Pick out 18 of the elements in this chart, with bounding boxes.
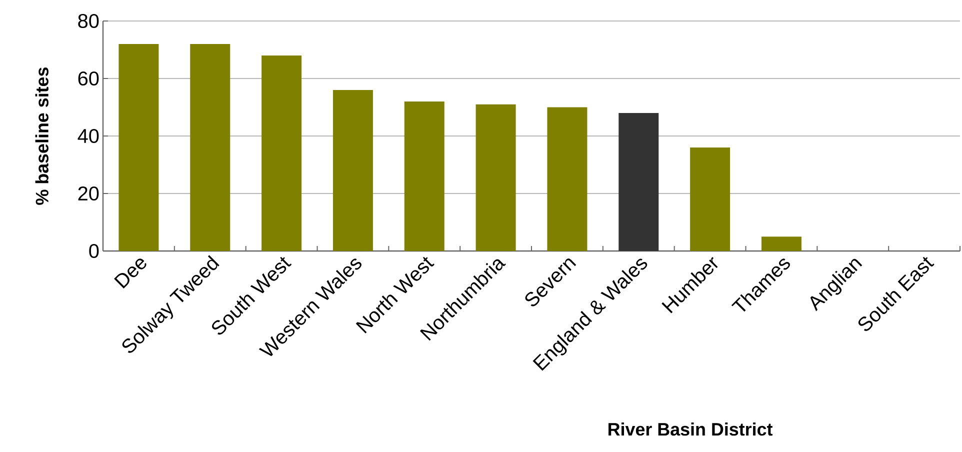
y-tick-label: 80 <box>78 14 99 28</box>
bar <box>690 148 730 251</box>
x-tick-label: Dee <box>114 258 146 288</box>
y-tick-label: 20 <box>78 186 99 201</box>
bar <box>262 56 302 251</box>
bar <box>118 44 159 251</box>
bar <box>761 236 802 251</box>
y-axis-title: % baseline sites <box>35 67 48 205</box>
bar <box>547 107 588 251</box>
bar <box>404 102 444 251</box>
bar <box>618 113 659 251</box>
bar <box>190 44 230 251</box>
bar <box>476 104 516 251</box>
y-tick-label: 60 <box>78 71 99 86</box>
y-tick-label: 0 <box>89 244 99 258</box>
x-axis-title: River Basin District <box>608 422 773 436</box>
y-tick-label: 40 <box>78 128 99 144</box>
bar <box>332 90 373 251</box>
